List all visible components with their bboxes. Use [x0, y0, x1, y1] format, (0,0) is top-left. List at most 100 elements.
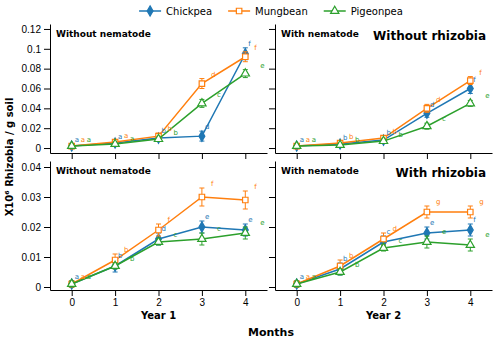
point-label: a	[87, 136, 91, 144]
legend-label: Chickpea	[166, 6, 212, 17]
point-label: b	[349, 252, 354, 260]
tick-mark	[44, 287, 50, 288]
point-label: a	[87, 273, 91, 281]
tick-mark	[269, 89, 275, 90]
axis-line	[50, 25, 51, 154]
tick	[269, 108, 275, 109]
point-label: g	[436, 198, 440, 206]
tick	[269, 89, 275, 90]
point-label: d	[211, 71, 215, 79]
point-label: c	[217, 225, 221, 233]
marker	[381, 236, 386, 241]
tick-mark	[384, 290, 385, 296]
tick-label: 1	[338, 297, 344, 308]
tick	[269, 167, 275, 168]
tick	[470, 153, 471, 159]
tick-label: 1	[113, 297, 119, 308]
tick-label: 4	[468, 297, 474, 308]
line	[297, 103, 471, 146]
series	[69, 52, 248, 149]
tick: 0.03	[22, 192, 50, 203]
tick-mark	[202, 153, 203, 159]
legend-label: Mungbean	[255, 6, 308, 17]
tick-label: 2	[381, 297, 387, 308]
tick-mark	[470, 153, 471, 159]
marker	[154, 237, 162, 244]
panel-note: With nematode	[281, 166, 359, 176]
point-label: a	[312, 273, 316, 281]
marker	[424, 209, 429, 214]
tick	[269, 287, 275, 288]
error-bar	[243, 52, 248, 62]
tick-mark	[202, 290, 203, 296]
series	[293, 236, 475, 287]
axis-line	[275, 25, 276, 154]
x-axis-title: Year 2	[365, 310, 401, 321]
point-label: a	[75, 136, 79, 144]
tick-mark	[72, 290, 73, 296]
marker	[379, 243, 387, 250]
point-label: f	[473, 76, 476, 84]
y-axis: 00.020.040.060.080.10.12	[22, 24, 51, 154]
point-label: b	[174, 129, 179, 137]
series	[69, 188, 248, 287]
panel-note: With nematode	[281, 29, 359, 39]
tick: 0	[69, 290, 75, 308]
error-bar	[468, 224, 473, 236]
point-label: b	[343, 134, 348, 142]
tick-mark	[297, 153, 298, 159]
tick-mark	[269, 128, 275, 129]
tick-mark	[245, 290, 246, 296]
y-axis: 00.010.020.030.04	[22, 162, 51, 293]
x-axis: 01234	[276, 290, 493, 308]
tick	[269, 69, 275, 70]
panel: 0123400.010.020.030.04abdeeabfffabcceWit…	[22, 162, 268, 322]
point-label: b	[387, 129, 392, 137]
line	[72, 197, 246, 284]
error-bar	[468, 77, 473, 85]
tick	[269, 29, 275, 30]
tick-label: 0.01	[22, 252, 42, 263]
series	[68, 69, 250, 149]
point-label: c	[442, 115, 446, 123]
point-label: e	[260, 219, 264, 227]
point-labels: abdeeabfffabcce	[75, 180, 265, 281]
tick: 0	[35, 143, 50, 154]
plot-area	[68, 48, 250, 151]
point-label: a	[300, 136, 304, 144]
tick-mark	[44, 148, 50, 149]
line	[297, 212, 471, 284]
line	[72, 54, 246, 146]
x-axis-title: Months	[248, 326, 294, 339]
point-label: a	[81, 136, 85, 144]
point-label: c	[387, 228, 391, 236]
point-label: a	[81, 273, 85, 281]
tick: 0.12	[22, 24, 50, 35]
tick-mark	[297, 290, 298, 296]
series	[294, 83, 473, 151]
legend-item: Chickpea	[139, 6, 212, 17]
plot-area	[293, 206, 475, 289]
point-label: b	[118, 252, 123, 260]
point-label: f	[254, 183, 257, 191]
plot-area	[68, 188, 250, 289]
tick-mark	[44, 69, 50, 70]
point-label: b	[393, 128, 398, 136]
tick-label: 0	[69, 297, 75, 308]
point-label: d	[162, 225, 166, 233]
point-label: a	[306, 273, 310, 281]
tick: 0.04	[22, 162, 50, 173]
error-bar	[243, 191, 248, 209]
point-label: e	[485, 92, 489, 100]
legend-marker	[236, 8, 241, 13]
tick-label: 0.04	[22, 162, 42, 173]
tick-mark	[269, 227, 275, 228]
tick-label: 0.03	[22, 192, 42, 203]
marker	[199, 131, 205, 141]
marker	[243, 54, 248, 59]
panel: abbdfabbdfabbceWith nematodeWithout rhiz…	[269, 25, 493, 160]
error-bar	[199, 221, 204, 233]
point-label: e	[430, 219, 434, 227]
point-label: b	[124, 246, 129, 254]
point-labels: aabdfaabdfaabce	[75, 40, 265, 144]
